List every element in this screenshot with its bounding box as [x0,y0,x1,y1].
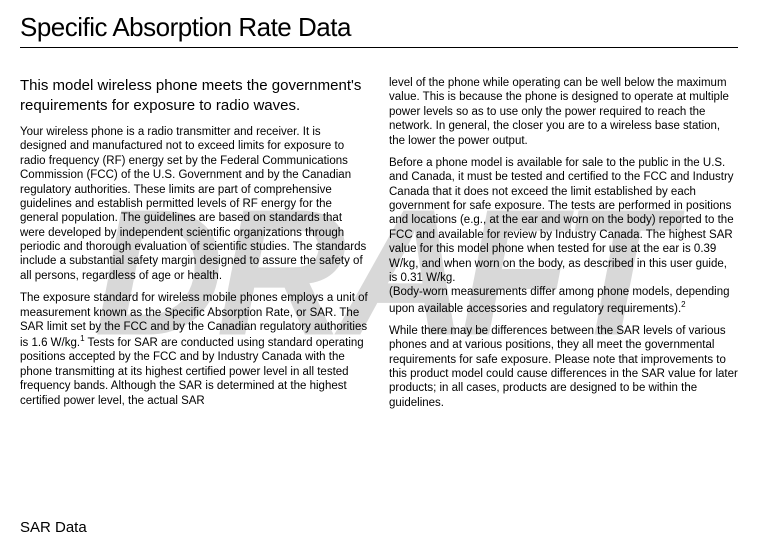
page-title: Specific Absorption Rate Data [20,12,738,48]
page-content: Specific Absorption Rate Data This model… [20,12,738,418]
paragraph-4: Before a phone model is available for sa… [389,156,738,316]
paragraph-1: Your wireless phone is a radio transmitt… [20,125,369,283]
paragraph-5: While there may be differences between t… [389,324,738,410]
paragraph-2: The exposure standard for wireless mobil… [20,291,369,408]
paragraph-4b: (Body-worn measurements differ among pho… [389,286,730,314]
footnote-2: 2 [681,300,685,309]
two-column-layout: This model wireless phone meets the gove… [20,76,738,418]
paragraph-4a: Before a phone model is available for sa… [389,157,734,284]
left-column: This model wireless phone meets the gove… [20,76,369,418]
footer-label: SAR Data [20,519,87,536]
right-column: level of the phone while operating can b… [389,76,738,418]
subheading: This model wireless phone meets the gove… [20,76,369,115]
paragraph-3: level of the phone while operating can b… [389,76,738,148]
